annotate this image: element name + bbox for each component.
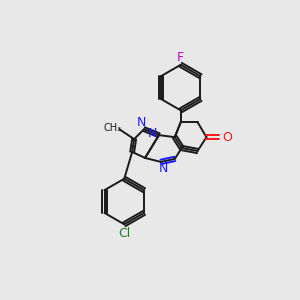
Text: CH₃: CH₃: [103, 123, 122, 133]
Text: N: N: [147, 127, 157, 140]
Text: N: N: [159, 162, 169, 175]
Text: N: N: [136, 116, 146, 129]
Text: O: O: [222, 130, 232, 144]
Text: F: F: [177, 51, 184, 64]
Text: Cl: Cl: [118, 227, 130, 240]
